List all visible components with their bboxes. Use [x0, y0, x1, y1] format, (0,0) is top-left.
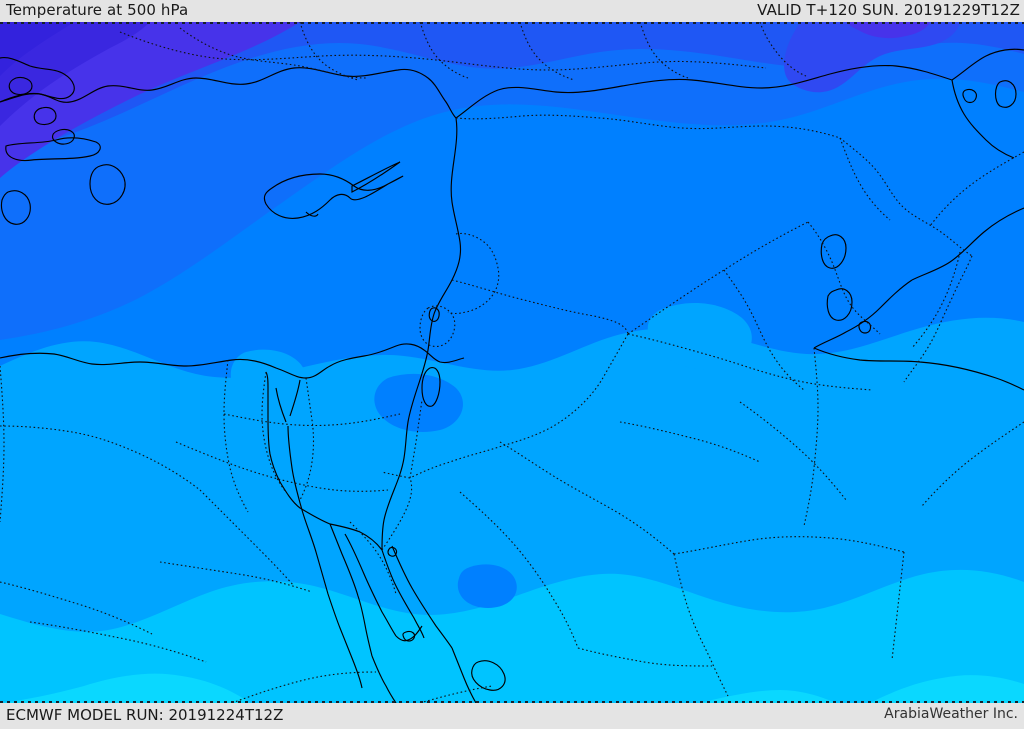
cyprus-bay: [305, 211, 319, 217]
coastline-gulf-se: [813, 347, 1024, 391]
map-frame-bottom-edge: [0, 701, 1024, 703]
border-sudan: [231, 671, 377, 703]
island-aegean-1: [8, 76, 33, 96]
border-saudi-provinces-4: [459, 491, 579, 649]
border-egypt-gov-1: [261, 371, 287, 493]
border-turkey-interior: [119, 31, 767, 71]
model-run-label: ECMWF MODEL RUN: 20191224T12Z: [6, 706, 284, 724]
border-iraq-iran: [903, 255, 973, 383]
map-canvas: [0, 22, 1024, 703]
band-8b: [870, 675, 1024, 703]
border-egypt-gov-7: [199, 489, 295, 587]
island-qatar: [826, 288, 853, 321]
border-egypt-gov-4: [223, 413, 401, 427]
river-nile: [287, 425, 363, 689]
coastline-egypt-north: [265, 371, 331, 525]
valid-time-label: VALID T+120 SUN. 20191229T12Z: [757, 1, 1020, 19]
coastline-turkey-north: [455, 64, 953, 119]
coastline-turkey-south: [0, 67, 457, 119]
lake-urmia: [994, 80, 1017, 108]
border-israel-palestine: [419, 305, 456, 348]
map-footer-bar: ECMWF MODEL RUN: 20191224T12Z ArabiaWeat…: [0, 703, 1024, 729]
coastline-turkey-ne: [951, 48, 1024, 81]
band-1b: [0, 22, 74, 76]
band-2c: [846, 22, 930, 39]
temperature-contour-map: [0, 22, 1024, 703]
dead-sea: [421, 367, 441, 407]
coastline-gulf-south: [813, 279, 913, 349]
coastline-red-sea-east: [451, 647, 477, 703]
border-iraq-provinces-2: [723, 269, 805, 391]
border-israel-egypt: [381, 477, 413, 551]
band-1-coldest: [0, 22, 150, 126]
island-aegean-3: [51, 128, 75, 145]
border-saudi-provinces-5: [577, 647, 713, 667]
border-egypt-sinai: [349, 521, 397, 595]
border-turkey-syria: [455, 114, 841, 139]
border-saudi-provinces-6: [891, 551, 905, 661]
border-turkey-provinces-4: [519, 22, 575, 81]
nile-delta-branch-w: [275, 387, 287, 423]
band-8c: [700, 690, 836, 703]
border-arabia-interior-6: [929, 151, 1024, 227]
band-6-patch-a: [647, 303, 752, 370]
coastline-mediterranean-africa: [0, 343, 465, 379]
band-3: [0, 22, 1024, 154]
coastline-aegean: [0, 57, 75, 103]
island-red-sea-2: [471, 660, 506, 691]
temperature-bands: [0, 22, 1024, 703]
coastline-levant: [381, 117, 462, 551]
coastline-iran-turkey: [951, 79, 1015, 159]
border-libya-provinces: [0, 581, 153, 635]
border-egypt-gov-5: [175, 441, 389, 492]
nile-delta-branch-e: [289, 379, 301, 417]
page-title: Temperature at 500 hPa: [6, 1, 189, 19]
island-bahrain: [820, 234, 847, 269]
coastline-red-sea-west: [371, 655, 397, 703]
coastline-sinai-west: [344, 533, 397, 637]
border-saudi-provinces-1: [499, 441, 675, 555]
band-5-patch-b: [457, 564, 517, 608]
island-red-sea-small: [387, 546, 398, 557]
band-4: [0, 22, 1024, 340]
island-aegean-2: [33, 106, 57, 126]
island-crete: [5, 137, 101, 162]
border-saudi-provinces-2: [673, 536, 905, 555]
border-turkey-provinces-2: [299, 22, 359, 81]
island-cyprus: [263, 173, 404, 219]
map-header-bar: Temperature at 500 hPa VALID T+120 SUN. …: [0, 0, 1024, 22]
lake-van: [962, 88, 977, 104]
coastline-gulf-of-aqaba-w: [381, 549, 425, 639]
island-tiran: [402, 630, 416, 642]
border-lebanon: [447, 232, 500, 315]
coastline-persian-gulf: [911, 207, 1024, 281]
border-syria-iraq: [627, 221, 809, 335]
cyprus-cape: [351, 161, 401, 193]
border-turkey-iraq: [839, 137, 973, 257]
band-8-warmest: [0, 673, 250, 703]
coastline-gulf-of-aqaba-e: [391, 545, 453, 649]
border-iraq-provinces-1: [807, 221, 881, 335]
border-saudi-provinces-7: [803, 347, 819, 527]
band-6-patch-b: [230, 349, 306, 402]
border-jordan-egypt: [381, 471, 411, 479]
island-rhodes: [89, 164, 126, 205]
attribution-label: ArabiaWeather Inc.: [884, 706, 1018, 722]
coastline-gulf-of-suez: [329, 523, 373, 657]
border-arabia-interior-1: [739, 401, 847, 501]
border-syria-jordan: [451, 279, 629, 335]
political-borders: [0, 22, 1024, 703]
border-arabia-interior-4: [911, 251, 961, 349]
coastlines: [0, 48, 1024, 703]
border-arabia-interior-2: [619, 421, 761, 463]
sea-of-galilee: [428, 307, 440, 322]
border-egypt-gov-2: [299, 377, 315, 501]
island-peloponnese: [0, 190, 31, 225]
map-frame-top-edge: [0, 22, 1024, 24]
band-5-patch-a: [374, 373, 463, 432]
band-7: [0, 569, 1024, 703]
border-egypt-gov-3: [223, 359, 249, 513]
coastline-sinai-south: [395, 625, 423, 642]
